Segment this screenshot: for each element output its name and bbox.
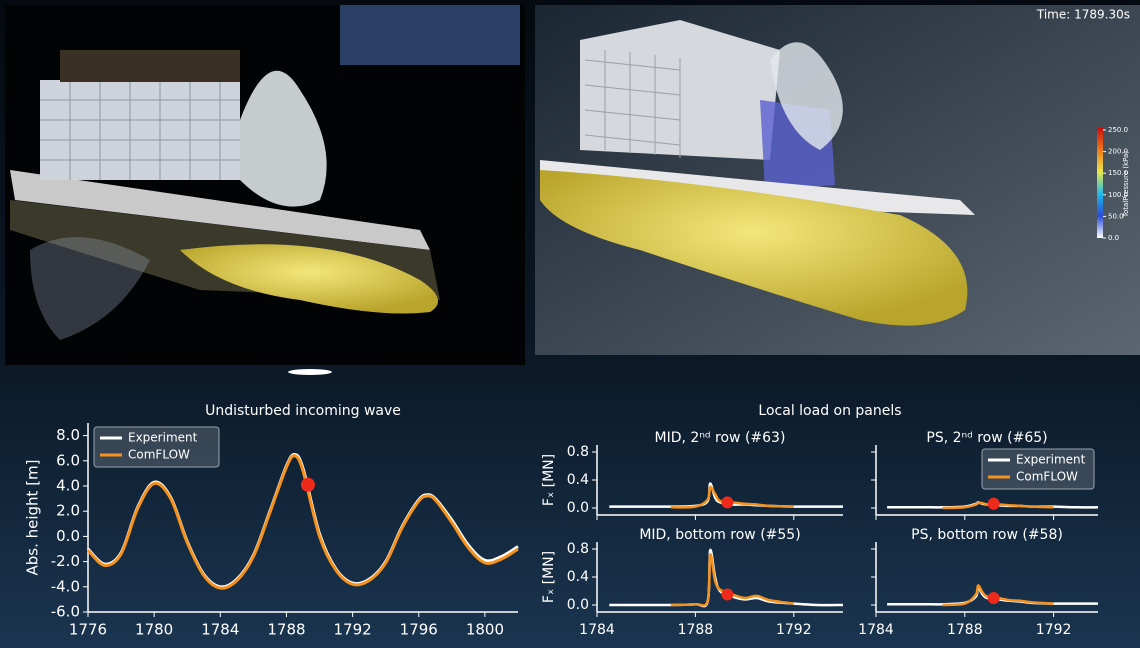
- y-tick-label: 0.8: [567, 444, 589, 460]
- y-axis-label: Abs. height [m]: [24, 459, 42, 575]
- chart-title: Undisturbed incoming wave: [205, 403, 401, 419]
- legend-label: ComFLOW: [128, 448, 190, 462]
- y-tick-label: 4.0: [56, 477, 80, 495]
- x-tick-label: 1776: [69, 621, 107, 639]
- current-time-marker: [301, 478, 315, 492]
- colorbar-tick-label: 50.0: [1108, 212, 1124, 220]
- y-tick-label: -6.0: [51, 603, 80, 621]
- panel-group-title: Local load on panels: [758, 403, 901, 419]
- x-tick-label: 1780: [135, 621, 173, 639]
- y-tick-label: -4.0: [51, 577, 80, 595]
- x-tick-label: 1800: [466, 621, 504, 639]
- chart-title: MID, bottom row (#55): [639, 527, 800, 543]
- x-tick-label: 1792: [776, 622, 812, 638]
- chart-title: PS, 2ⁿᵈ row (#65): [926, 430, 1047, 446]
- y-tick-label: 0.0: [56, 527, 80, 545]
- y-tick-label: 8.0: [56, 426, 80, 444]
- video-frame: Time: 1789.30s TotalPressure (kPa) Local…: [0, 0, 1140, 648]
- legend-label: ComFLOW: [1016, 470, 1078, 484]
- time-label: Time: 1789.30s: [1036, 8, 1130, 22]
- colorbar-tick-label: 150.0: [1108, 169, 1128, 177]
- experiment-photo: [5, 5, 525, 375]
- colorbar-title: TotalPressure (kPa): [1122, 151, 1130, 218]
- x-tick-label: 1784: [201, 621, 239, 639]
- y-tick-label: 0.0: [567, 597, 589, 613]
- x-tick-label: 1788: [267, 621, 305, 639]
- x-tick-label: 1788: [947, 622, 983, 638]
- y-tick-label: 2.0: [56, 502, 80, 520]
- legend-label: Experiment: [128, 431, 198, 445]
- colorbar-tick-label: 200.0: [1108, 148, 1128, 156]
- current-time-marker: [988, 592, 1000, 604]
- x-tick-label: 1788: [678, 622, 714, 638]
- current-time-marker: [721, 589, 733, 601]
- y-tick-label: 0.4: [567, 472, 589, 488]
- legend-label: Experiment: [1016, 453, 1086, 467]
- y-tick-label: 6.0: [56, 451, 80, 469]
- colorbar-tick-label: 0.0: [1108, 234, 1119, 242]
- colorbar-tick-label: 100.0: [1108, 191, 1128, 199]
- x-tick-label: 1784: [579, 622, 615, 638]
- y-tick-label: 0.4: [567, 569, 589, 585]
- x-tick-label: 1792: [334, 621, 372, 639]
- y-axis-label: Fₓ [MN]: [541, 551, 557, 603]
- chart-title: PS, bottom row (#58): [911, 527, 1063, 543]
- y-tick-label: 0.8: [567, 541, 589, 557]
- colorbar-tick-label: 250.0: [1108, 126, 1128, 134]
- y-tick-label: -2.0: [51, 552, 80, 570]
- chart-title: MID, 2ⁿᵈ row (#63): [655, 430, 786, 446]
- current-time-marker: [721, 496, 733, 508]
- current-time-marker: [988, 498, 1000, 510]
- x-tick-label: 1792: [1036, 622, 1072, 638]
- y-axis-label: Fₓ [MN]: [541, 454, 557, 506]
- x-tick-label: 1784: [858, 622, 894, 638]
- x-tick-label: 1796: [400, 621, 438, 639]
- y-tick-label: 0.0: [567, 500, 589, 516]
- simulation-render: Time: 1789.30s TotalPressure (kPa): [535, 5, 1140, 355]
